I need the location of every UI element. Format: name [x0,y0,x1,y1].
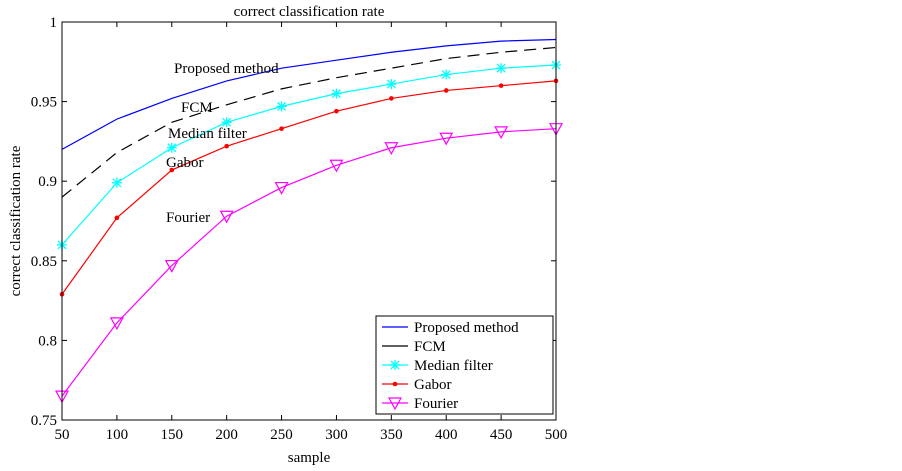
series-line [61,46,557,198]
x-tick-label: 300 [325,427,348,443]
series-proposed-method [61,38,557,150]
legend-entry: Gabor [414,377,452,393]
data-point [494,126,509,140]
data-point [164,259,179,273]
legend: Proposed method FCM Median filter Gabor Four… [375,315,554,415]
x-tick-label: 250 [270,427,293,443]
data-point [109,317,124,331]
annotation-label: Fourier [166,210,210,226]
legend-entry: Proposed method [414,320,519,336]
data-point [384,142,399,156]
series-line [61,38,557,150]
data-point [166,142,177,153]
annotation-label: Proposed method [174,61,279,77]
data-point [279,126,284,131]
x-tick-label: 400 [435,427,458,443]
x-tick-label: 450 [490,427,513,443]
legend-marker [390,360,400,370]
legend-entry: FCM [414,339,446,355]
data-point [276,101,287,112]
chart-title: correct classification rate [234,4,385,20]
x-axis-label: sample [288,450,331,466]
data-point [334,108,339,114]
y-tick-label: 1 [50,15,58,31]
data-point [224,143,229,149]
legend-marker [387,397,403,411]
data-point [331,88,342,99]
series-line [61,128,557,397]
annotation-label: FCM [181,100,213,116]
x-tick-label: 200 [215,427,238,443]
data-point [329,159,344,173]
data-point [389,96,394,101]
x-tick-label: 500 [545,427,568,443]
x-tick-label: 350 [380,427,403,443]
y-tick-label: 0.85 [31,254,57,270]
annotation-label: Median filter [168,126,247,142]
legend-marker [392,381,398,387]
series-gabor [59,78,559,297]
data-point [221,117,232,128]
data-point [114,215,120,221]
data-point [443,88,449,93]
annotation-label: Gabor [166,155,204,171]
y-tick-label: 0.95 [31,95,57,111]
legend-entry: Fourier [414,396,458,412]
data-point [219,210,234,224]
legend-entry: Median filter [414,358,493,374]
data-point [496,63,507,74]
data-point [111,177,122,188]
data-point [441,69,452,80]
data-point [498,83,504,88]
x-tick-label: 150 [161,427,184,443]
data-point [386,79,397,90]
y-axis-label: correct classification rate [8,145,24,296]
x-tick-label: 100 [106,427,129,443]
x-tick-label: 50 [55,427,70,443]
series-fcm [61,46,557,198]
data-point [274,181,289,195]
data-point [169,167,175,173]
plot-area-frame [61,21,557,421]
y-tick-label: 0.8 [38,333,57,349]
data-point [439,132,454,146]
y-tick-label: 0.9 [38,174,57,190]
series-line [61,64,557,246]
series-line [61,80,557,295]
y-tick-label: 0.75 [31,413,57,429]
series-median-filter [57,59,561,250]
series-fourier [54,123,564,404]
